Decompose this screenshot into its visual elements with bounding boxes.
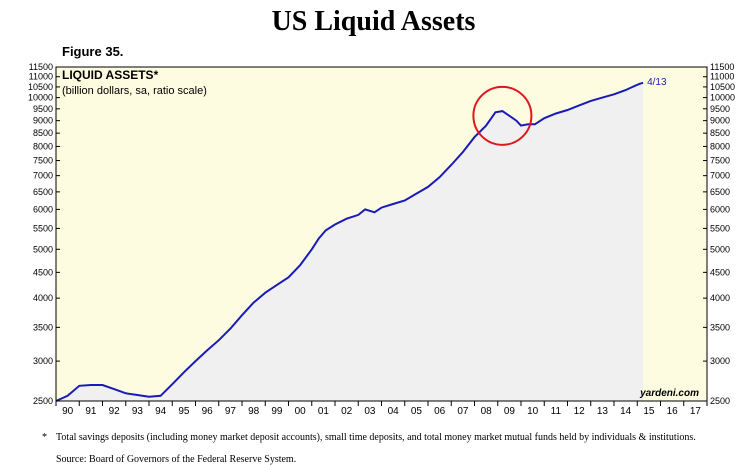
y-tick-label: 6500 [33, 187, 53, 197]
x-tick-label: 05 [411, 406, 423, 417]
x-tick-label: 97 [225, 406, 237, 417]
y-tick-label: 8500 [33, 128, 53, 138]
x-tick-label: 98 [248, 406, 260, 417]
y-tick-label: 10000 [28, 93, 53, 103]
source-note: Source: Board of Governors of the Federa… [56, 454, 297, 465]
y-tick-label: 9000 [710, 116, 730, 126]
y-tick-label: 6500 [710, 187, 730, 197]
x-tick-label: 00 [295, 406, 307, 417]
x-tick-label: 08 [481, 406, 493, 417]
x-axis: 90 91 92 93 94 95 96 97 98 99 00 01 02 03 04 05 06 07 08 09… [55, 401, 708, 417]
y-tick-label: 8500 [710, 128, 730, 138]
y-tick-label: 9000 [33, 116, 53, 126]
y-tick-label: 10500 [710, 82, 735, 92]
y-tick-label: 3000 [710, 356, 730, 366]
y-tick-label: 6000 [710, 204, 730, 214]
x-tick-label: 11 [551, 406, 562, 417]
x-tick-label: 02 [341, 406, 353, 417]
highlight-circle [472, 85, 533, 146]
x-tick-label: 09 [504, 406, 516, 417]
chart-subtitle: (billion dollars, sa, ratio scale) [62, 85, 207, 97]
x-tick-label: 93 [132, 406, 144, 417]
y-tick-label: 2500 [710, 396, 730, 406]
y-tick-label: 7000 [33, 171, 53, 181]
y-tick-label: 6000 [33, 204, 53, 214]
y-tick-label: 5500 [33, 223, 53, 233]
y-tick-label: 11500 [29, 62, 53, 72]
x-tick-label: 92 [109, 406, 121, 417]
y-tick-label: 10500 [28, 82, 53, 92]
series-area-fill [56, 82, 644, 402]
x-tick-label: 07 [457, 406, 469, 417]
y-tick-label: 8000 [710, 141, 730, 151]
watermark: yardeni.com [639, 388, 699, 399]
x-tick-label: 06 [434, 406, 446, 417]
x-tick-label: 90 [62, 406, 74, 417]
right-y-axis: 2500 3000 3500 4000 4500 5000 5500 6000 6500 7000… [703, 62, 735, 406]
x-tick-label: 03 [364, 406, 376, 417]
y-tick-label: 5500 [710, 223, 730, 233]
last-value-label: 4/13 [647, 77, 667, 88]
left-y-axis: 2500 3000 3500 4000 4500 5000 5500 6000 6500 7000… [28, 62, 60, 406]
y-tick-label: 4500 [33, 267, 53, 277]
y-tick-label: 11000 [710, 72, 734, 82]
y-tick-label: 10000 [710, 93, 735, 103]
x-tick-label: 12 [574, 406, 586, 417]
x-tick-label: 13 [597, 406, 609, 417]
figure-label: Figure 35. [62, 44, 124, 59]
x-tick-label: 01 [318, 406, 330, 417]
footnote-text: Total savings deposits (including money … [56, 432, 696, 443]
x-tick-label: 14 [620, 406, 632, 417]
x-tick-label: 17 [690, 406, 702, 417]
y-tick-label: 7500 [33, 156, 53, 166]
y-tick-label: 4000 [710, 293, 730, 303]
y-tick-label: 8000 [33, 141, 53, 151]
y-tick-label: 9500 [710, 104, 730, 114]
y-tick-label: 3500 [33, 322, 53, 332]
y-tick-label: 4000 [33, 293, 53, 303]
x-tick-label: 04 [388, 406, 400, 417]
x-tick-label: 95 [178, 406, 190, 417]
x-tick-label: 94 [155, 406, 167, 417]
y-tick-label: 5000 [33, 244, 53, 254]
y-tick-label: 7500 [710, 156, 730, 166]
x-tick-label: 99 [271, 406, 283, 417]
y-tick-label: 11500 [710, 62, 734, 72]
y-tick-label: 5000 [710, 244, 730, 254]
y-tick-label: 3500 [710, 322, 730, 332]
y-tick-label: 3000 [33, 356, 53, 366]
y-tick-label: 2500 [33, 396, 53, 406]
footnote-marker: * [42, 432, 47, 443]
page-title: US Liquid Assets [271, 6, 476, 37]
y-tick-label: 11000 [29, 72, 53, 82]
x-tick-label: 10 [527, 406, 539, 417]
y-tick-label: 7000 [710, 171, 730, 181]
x-tick-label: 91 [85, 406, 97, 417]
x-tick-label: 15 [643, 406, 655, 417]
series-line-liquid-assets [55, 81, 644, 402]
chart-title: LIQUID ASSETS* [62, 68, 159, 82]
x-tick-label: 96 [202, 406, 214, 417]
y-tick-label: 9500 [33, 104, 53, 114]
y-tick-label: 4500 [710, 267, 730, 277]
plot-frame [55, 66, 708, 402]
x-tick-label: 16 [667, 406, 679, 417]
